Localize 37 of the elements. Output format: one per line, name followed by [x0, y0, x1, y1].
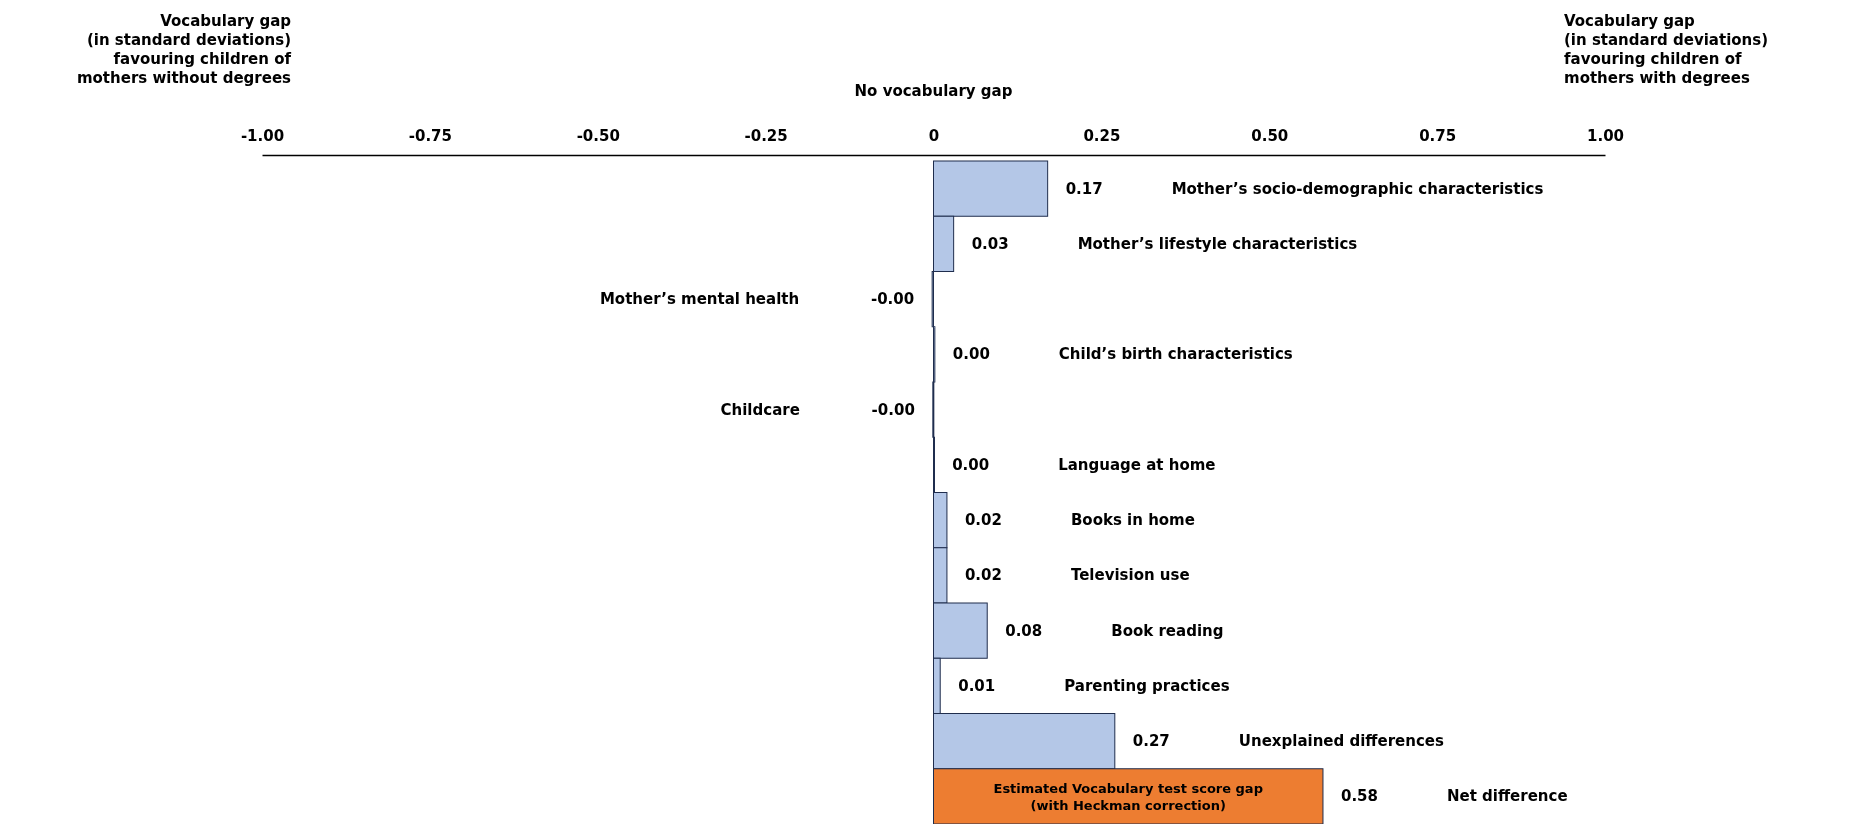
y-tick-label: Books in home	[1070, 511, 1195, 530]
data-label: 0.01	[958, 676, 996, 695]
x-tick-label: -0.50	[576, 127, 620, 145]
data-label: 0.17	[1065, 179, 1103, 198]
x-tick-label: -0.25	[744, 127, 788, 145]
data-label: 0.00	[952, 455, 990, 474]
text: Vocabulary gap (in standard deviations) favouring children of mothers with degrees	[1564, 12, 1769, 87]
y-tick-label: Mother’s mental health	[599, 290, 800, 309]
data-label: 0.58	[1340, 787, 1378, 806]
y-tick-label: Television use	[1070, 566, 1190, 585]
y-tick-label: Mother’s socio-demographic characteristics	[1171, 179, 1544, 198]
y-tick-label: Net difference	[1446, 787, 1568, 806]
x-tick-label: 0.50	[1251, 127, 1289, 145]
y-tick-label: Childcare	[720, 400, 800, 419]
data-label: 0.02	[964, 511, 1002, 530]
y-tick-label: Language at home	[1058, 455, 1216, 474]
x-tick-label: 0.75	[1419, 127, 1457, 145]
y-tick-label: Parenting practices	[1064, 676, 1230, 695]
data-label: 0.02	[964, 566, 1002, 585]
y-tick-label: Book reading	[1111, 621, 1224, 640]
text: Vocabulary gap (in standard deviations) favouring children of mothers without degrees	[76, 12, 292, 87]
annotation: Estimated Vocabulary test score gap (with Heckman correction)	[993, 780, 1263, 813]
data-label: 0.27	[1132, 732, 1170, 751]
data-label: -0.00	[871, 400, 915, 419]
text: No vocabulary gap	[854, 82, 1013, 100]
x-tick-label: -0.75	[408, 127, 452, 145]
y-tick-label: Child’s birth characteristics	[1058, 345, 1293, 364]
x-tick-label: 0.25	[1083, 127, 1121, 145]
y-tick-label: Unexplained differences	[1238, 732, 1444, 751]
data-label: 0.00	[952, 345, 990, 364]
data-label: -0.00	[870, 290, 915, 309]
x-tick-label: 1.00	[1586, 127, 1625, 145]
data-label: 0.03	[971, 234, 1009, 253]
y-tick-label: Mother’s lifestyle characteristics	[1077, 234, 1358, 253]
x-tick-label: -1.00	[240, 127, 285, 145]
data-label: 0.08	[1005, 621, 1043, 640]
x-tick-label: 0	[928, 127, 940, 145]
